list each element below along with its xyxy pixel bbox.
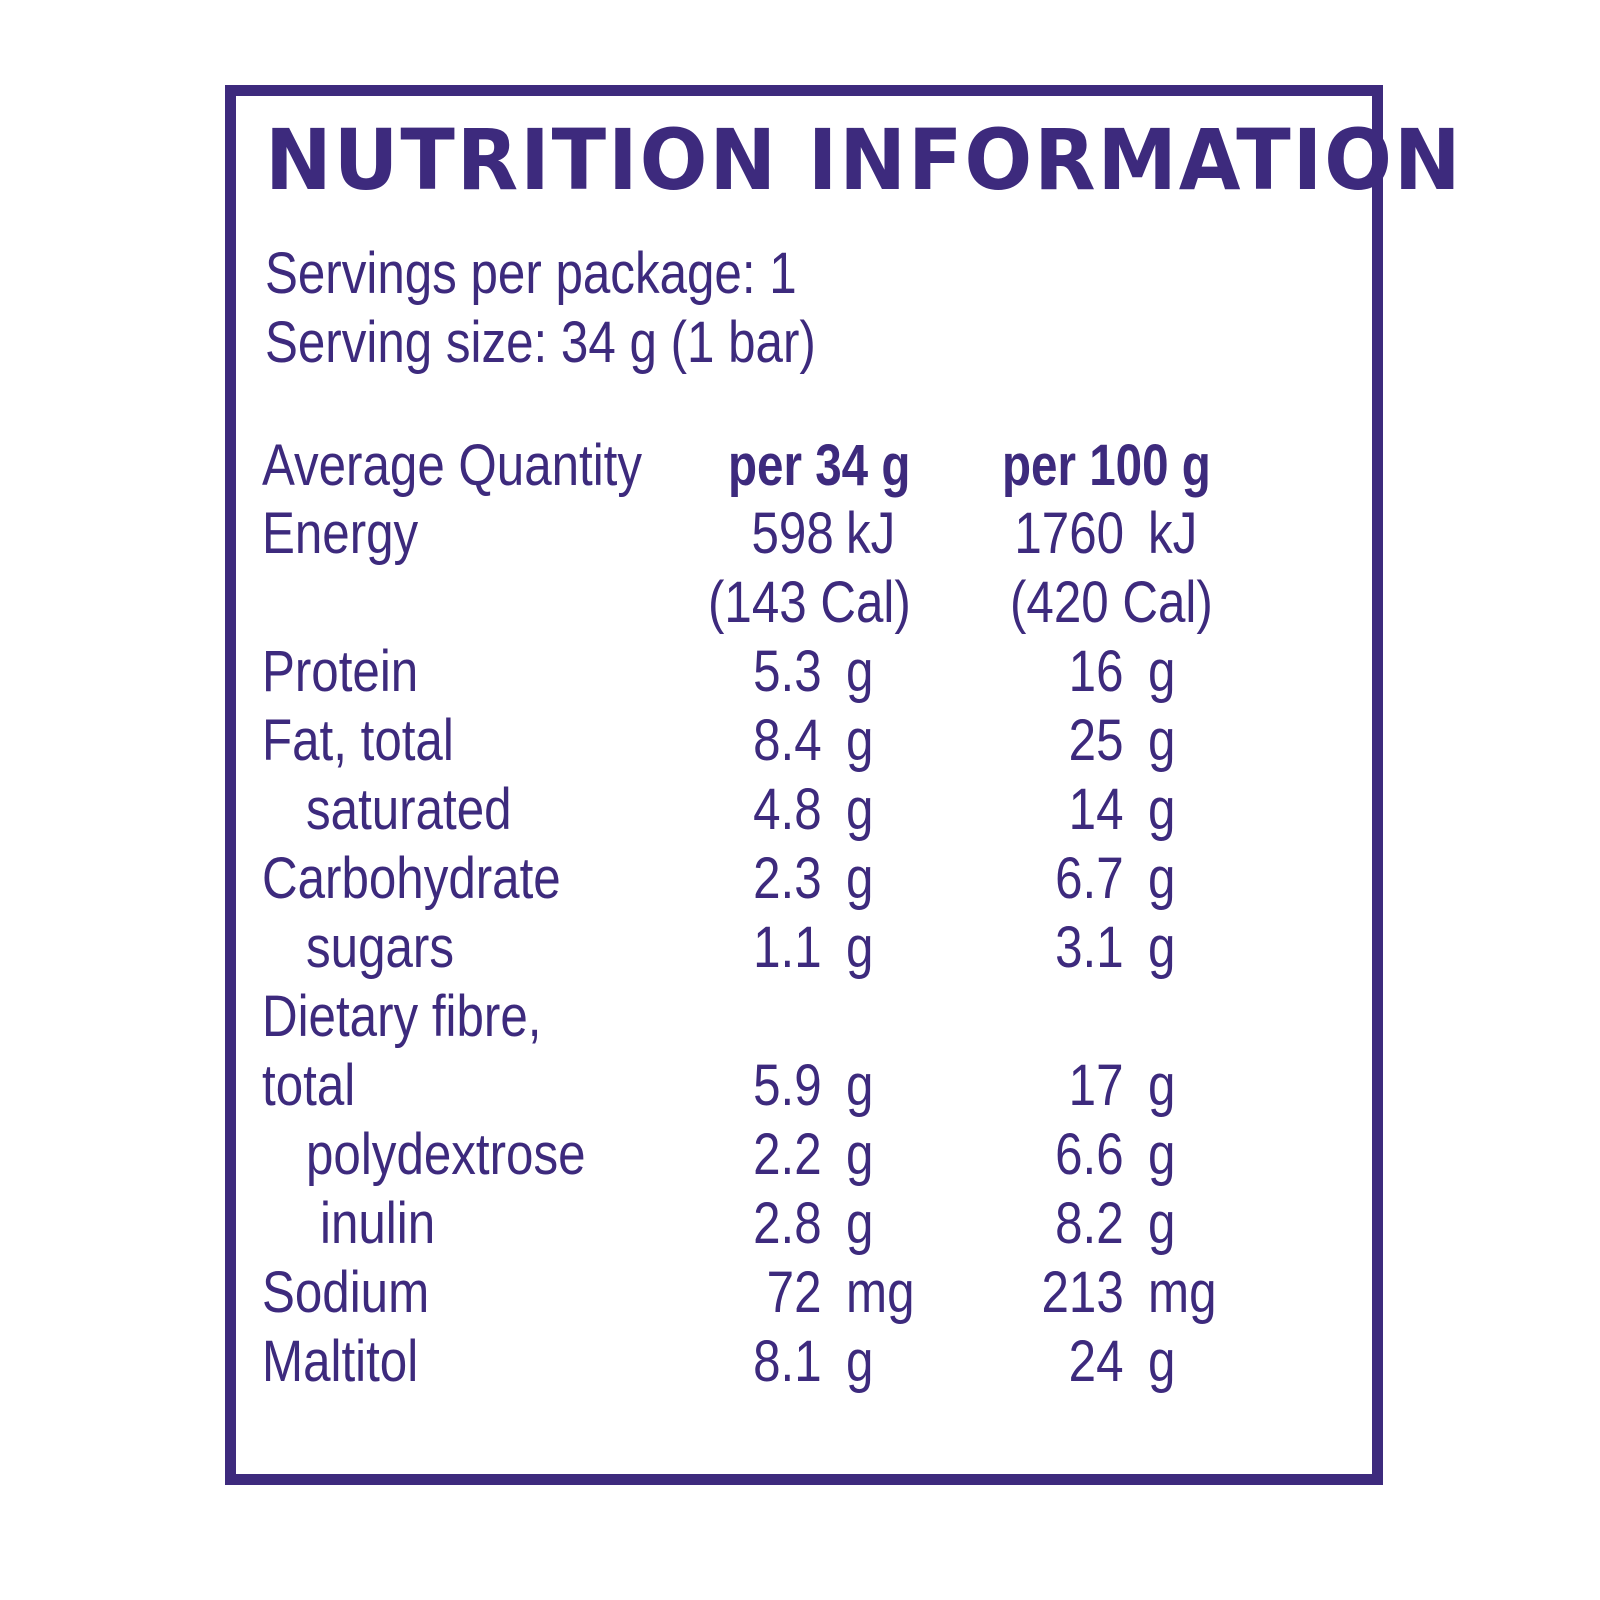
table-row: Carbohydrate 2.3 g 6.7 g	[0, 850, 1600, 920]
unit-per-serving: g	[846, 639, 874, 704]
unit-per-100g: g	[1148, 1191, 1176, 1256]
nutrient-name: saturated	[306, 777, 512, 842]
calories-per-100g: (420 Cal)	[1010, 570, 1213, 635]
table-row: sugars 1.1 g 3.1 g	[0, 919, 1600, 989]
unit-per-100g: g	[1148, 708, 1176, 773]
value-per-serving: 4.8	[753, 777, 822, 842]
value-per-100g: 6.7	[1055, 846, 1124, 911]
nutrient-name: Fat, total	[262, 708, 454, 773]
unit-per-100g: g	[1148, 777, 1176, 842]
nutrient-name: inulin	[320, 1191, 436, 1256]
unit-per-serving: kJ	[846, 501, 896, 566]
nutrient-name: Maltitol	[262, 1329, 419, 1394]
energy-calories-row: (143 Cal) (420 Cal)	[0, 574, 1600, 644]
unit-per-serving: mg	[846, 1260, 915, 1325]
table-row: saturated 4.8 g 14 g	[0, 781, 1600, 851]
value-per-serving: 5.3	[753, 639, 822, 704]
unit-per-serving: g	[846, 1122, 874, 1187]
table-row: Maltitol 8.1 g 24 g	[0, 1333, 1600, 1403]
value-per-100g: 17	[1069, 1053, 1124, 1118]
value-per-serving: 72	[767, 1260, 822, 1325]
table-row: Fat, total 8.4 g 25 g	[0, 712, 1600, 782]
unit-per-100g: g	[1148, 1122, 1176, 1187]
unit-per-100g: g	[1148, 846, 1176, 911]
header-per-serving: per 34 g	[728, 433, 911, 498]
table-header-row: Average Quantity per 34 g per 100 g	[0, 437, 1600, 507]
value-per-100g: 14	[1069, 777, 1124, 842]
unit-per-serving: g	[846, 1329, 874, 1394]
unit-per-serving: g	[846, 846, 874, 911]
value-per-100g: 3.1	[1055, 915, 1124, 980]
value-per-serving: 2.8	[753, 1191, 822, 1256]
calories-per-serving: (143 Cal)	[708, 570, 911, 635]
nutrient-name: Sodium	[262, 1260, 430, 1325]
energy-row: Energy 598 kJ 1760 kJ	[0, 505, 1600, 575]
table-row: Sodium 72 mg 213 mg	[0, 1264, 1600, 1334]
nutrient-name: Energy	[262, 501, 419, 566]
value-per-100g: 16	[1069, 639, 1124, 704]
unit-per-100g: mg	[1148, 1260, 1217, 1325]
unit-per-100g: g	[1148, 639, 1176, 704]
nutrient-name: total	[262, 1053, 356, 1118]
value-per-serving: 8.1	[753, 1329, 822, 1394]
value-per-100g: 8.2	[1055, 1191, 1124, 1256]
table-row: polydextrose 2.2 g 6.6 g	[0, 1126, 1600, 1196]
nutrient-name: Protein	[262, 639, 419, 704]
value-per-100g: 6.6	[1055, 1122, 1124, 1187]
table-row: inulin 2.8 g 8.2 g	[0, 1195, 1600, 1265]
value-per-serving: 5.9	[753, 1053, 822, 1118]
unit-per-100g: g	[1148, 915, 1176, 980]
unit-per-100g: g	[1148, 1329, 1176, 1394]
unit-per-100g: g	[1148, 1053, 1176, 1118]
unit-per-100g: kJ	[1148, 501, 1198, 566]
value-per-serving: 2.3	[753, 846, 822, 911]
nutrient-name: Carbohydrate	[262, 846, 561, 911]
header-per-100g: per 100 g	[1002, 433, 1211, 498]
nutrient-name: Dietary fibre,	[262, 984, 542, 1049]
value-per-serving: 598	[751, 501, 834, 566]
nutrient-name: sugars	[306, 915, 454, 980]
value-per-100g: 1760	[1014, 501, 1124, 566]
value-per-100g: 25	[1069, 708, 1124, 773]
panel-title: NUTRITION INFORMATION	[265, 111, 1463, 209]
value-per-serving: 8.4	[753, 708, 822, 773]
table-row: Dietary fibre,	[0, 988, 1600, 1058]
header-average-quantity: Average Quantity	[262, 433, 643, 498]
unit-per-serving: g	[846, 1191, 874, 1256]
table-row: Protein 5.3 g 16 g	[0, 643, 1600, 713]
unit-per-serving: g	[846, 915, 874, 980]
nutrition-panel-border	[225, 85, 1383, 1485]
nutrient-name: polydextrose	[306, 1122, 586, 1187]
value-per-100g: 24	[1069, 1329, 1124, 1394]
unit-per-serving: g	[846, 708, 874, 773]
unit-per-serving: g	[846, 1053, 874, 1118]
unit-per-serving: g	[846, 777, 874, 842]
value-per-serving: 1.1	[753, 915, 822, 980]
value-per-serving: 2.2	[753, 1122, 822, 1187]
value-per-100g: 213	[1041, 1260, 1124, 1325]
servings-per-package: Servings per package: 1	[265, 241, 797, 306]
serving-size: Serving size: 34 g (1 bar)	[265, 310, 816, 375]
table-row: total 5.9 g 17 g	[0, 1057, 1600, 1127]
